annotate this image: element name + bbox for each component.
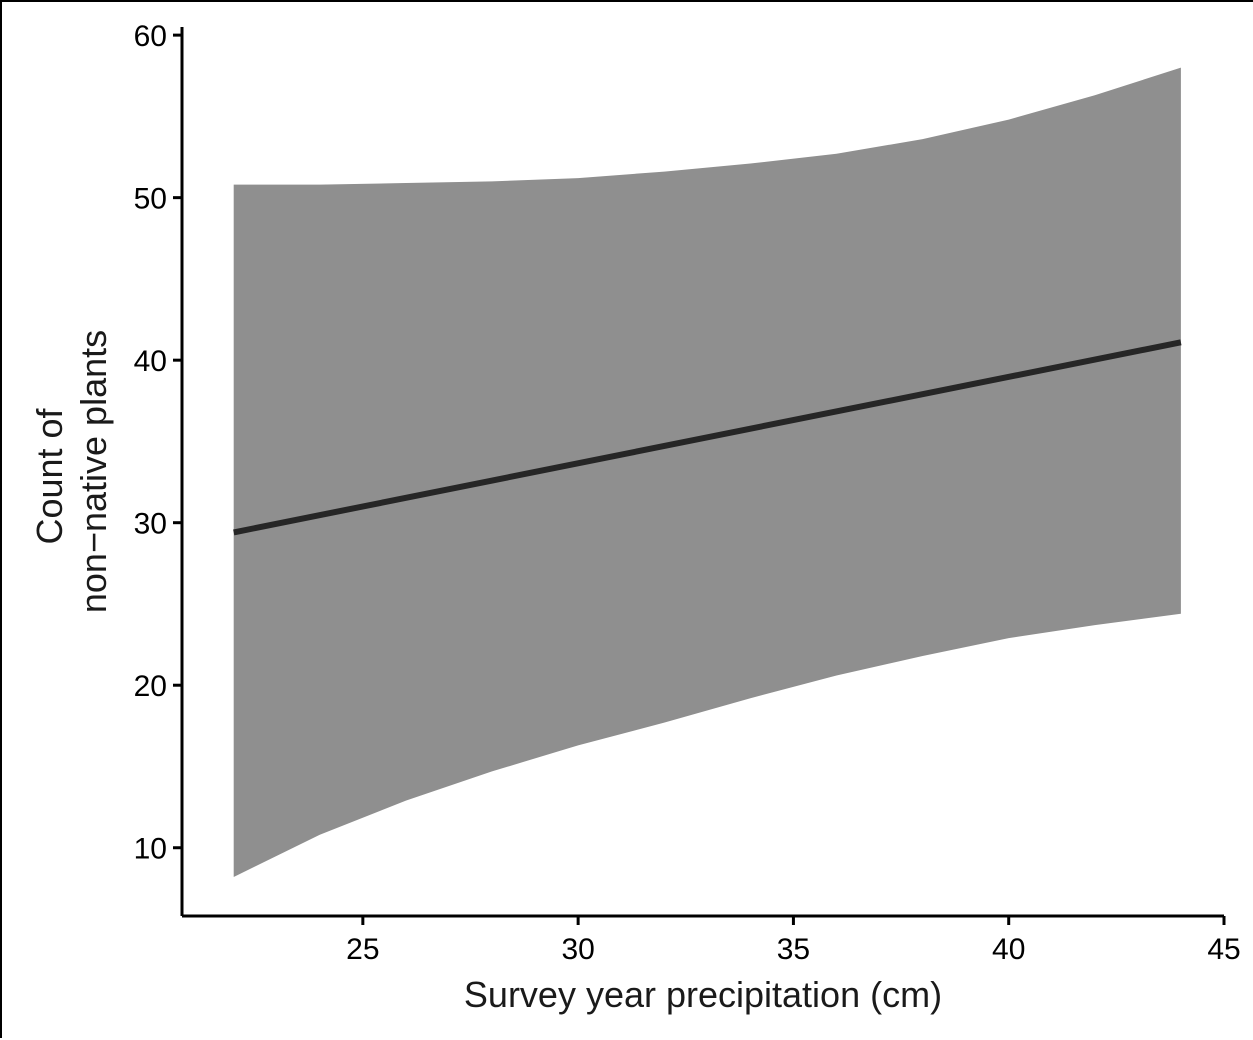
y-tick-label: 40 [134,345,167,378]
confidence-band [233,67,1181,878]
y-tick-label: 60 [134,20,167,53]
y-ticks: 10 20 30 40 50 60 [134,20,182,866]
confidence-band-layer [233,67,1181,878]
y-tick-label: 50 [134,183,167,216]
trend-line-layer [233,339,1182,536]
x-tick-label: 30 [561,933,594,966]
x-tick-label: 40 [992,933,1025,966]
x-tick-label: 25 [346,933,379,966]
x-ticks: 25 30 35 40 45 [346,916,1241,966]
x-tick-label: 35 [777,933,810,966]
y-tick-label: 10 [134,833,167,866]
x-axis-title: Survey year precipitation (cm) [464,974,942,1015]
trend-line-0 [233,339,1182,536]
y-tick-label: 20 [134,670,167,703]
y-axis-title-line-2: non−native plants [73,330,114,613]
y-axis-title-line-1: Count of [29,407,70,544]
x-tick-label: 45 [1207,933,1240,966]
axes-layer [180,27,1224,918]
y-tick-label: 30 [134,508,167,541]
y-axis-title: Count of non−native plants [29,330,114,613]
